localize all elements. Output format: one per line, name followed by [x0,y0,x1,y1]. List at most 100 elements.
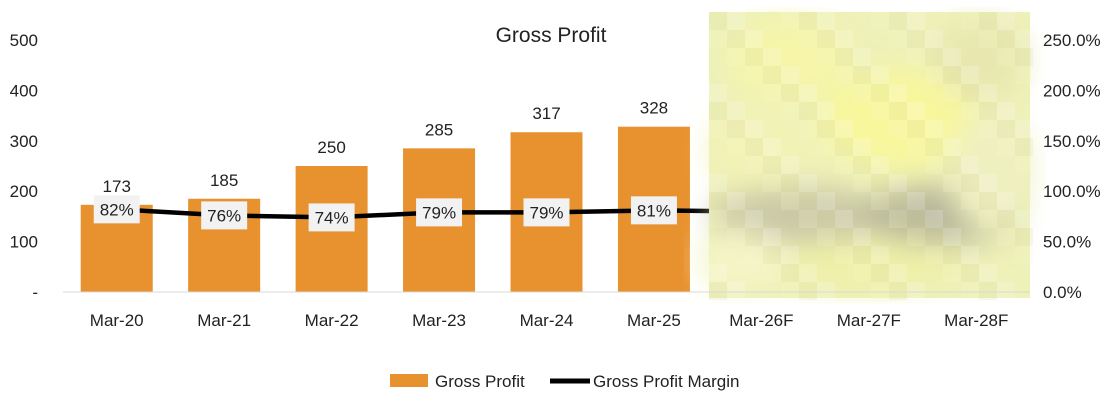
x-axis-tick-label: Mar-24 [520,311,574,330]
pixel-block [961,282,979,300]
pixel-block [979,12,997,30]
pixel-block [781,156,799,174]
pixel-blocks [709,12,1033,300]
left-axis-tick-label: - [32,283,38,302]
pixel-block [943,174,961,192]
pixel-block [781,66,799,84]
pixel-block [1015,30,1033,48]
pixel-block [871,282,889,300]
line-data-label: 82% [93,195,140,224]
pixel-block [745,48,763,66]
pixel-block [871,156,889,174]
pixel-block [781,264,799,282]
pixel-block [781,246,799,264]
pixel-block [889,210,907,228]
pixel-block [709,174,727,192]
pixel-block [835,156,853,174]
pixel-block [1015,246,1033,264]
pixel-block [943,84,961,102]
pixel-block [961,264,979,282]
pixel-block [961,84,979,102]
pixel-block [763,138,781,156]
left-axis-tick-label: 500 [10,31,38,50]
bar-data-label: 250 [317,138,345,157]
pixel-block [961,66,979,84]
line-data-label-text: 79% [422,203,456,222]
pixel-block [997,48,1015,66]
line-data-label: 76% [201,201,248,230]
pixel-block [709,264,727,282]
pixel-block [889,30,907,48]
pixel-block [835,120,853,138]
pixel-block [781,102,799,120]
line-data-label-box [308,203,355,232]
pixel-block [943,66,961,84]
pixel-block [799,210,817,228]
left-axis-tick-label: 300 [10,132,38,151]
pixel-block [727,282,745,300]
pixel-block [709,192,727,210]
x-axis-tick-label: Mar-23 [412,311,466,330]
pixel-block [979,84,997,102]
line-data-label-text: 79% [529,203,563,222]
pixel-block [889,192,907,210]
pixel-block [997,12,1015,30]
pixel-block [1015,156,1033,174]
right-axis-tick-label: 50.0% [1043,233,1091,252]
pixel-block [817,120,835,138]
bar-data-label: 285 [425,120,453,139]
right-axis-tick-label: 250.0% [1043,31,1101,50]
pixel-block [871,12,889,30]
pixel-block [709,210,727,228]
pixel-block [907,138,925,156]
pixel-block [799,30,817,48]
legend-label-gross-profit: Gross Profit [435,372,525,391]
pixelated-blob [700,230,780,290]
pixel-block [871,174,889,192]
line-data-label-box [201,201,248,230]
pixel-block [727,138,745,156]
pixel-block [925,246,943,264]
pixel-block [745,66,763,84]
pixel-block [799,174,817,192]
pixel-block [979,192,997,210]
line-data-label-text: 76% [207,206,241,225]
pixel-block [871,246,889,264]
pixel-block [727,228,745,246]
pixel-block [853,264,871,282]
line-data-label-box [630,196,677,225]
pixel-block [835,210,853,228]
legend-swatch-gross-profit [390,374,428,387]
x-axis-tick-label: Mar-22 [305,311,359,330]
pixel-block [871,66,889,84]
pixel-block [907,12,925,30]
pixel-block [961,192,979,210]
pixel-block [709,12,727,30]
right-axis-tick-label: 150.0% [1043,132,1101,151]
pixel-block [835,48,853,66]
pixel-block [853,138,871,156]
pixel-block [835,138,853,156]
pixel-block [979,174,997,192]
pixel-block [745,246,763,264]
pixel-block [727,30,745,48]
pixel-block [907,210,925,228]
pixel-block [1015,228,1033,246]
pixel-block [961,246,979,264]
pixel-block [763,66,781,84]
pixel-block [835,246,853,264]
x-axis-tick-label: Mar-27F [837,311,901,330]
bar-data-label: 173 [103,177,131,196]
pixel-block [835,66,853,84]
pixel-block [853,156,871,174]
legend: Gross Profit Gross Profit Margin [390,372,739,391]
pixel-block [817,12,835,30]
pixel-block [817,228,835,246]
pixel-block [781,12,799,30]
pixel-block [763,264,781,282]
pixel-block [709,30,727,48]
pixel-block [799,264,817,282]
pixel-block [943,228,961,246]
pixel-block [763,48,781,66]
x-axis-tick-label: Mar-21 [197,311,251,330]
